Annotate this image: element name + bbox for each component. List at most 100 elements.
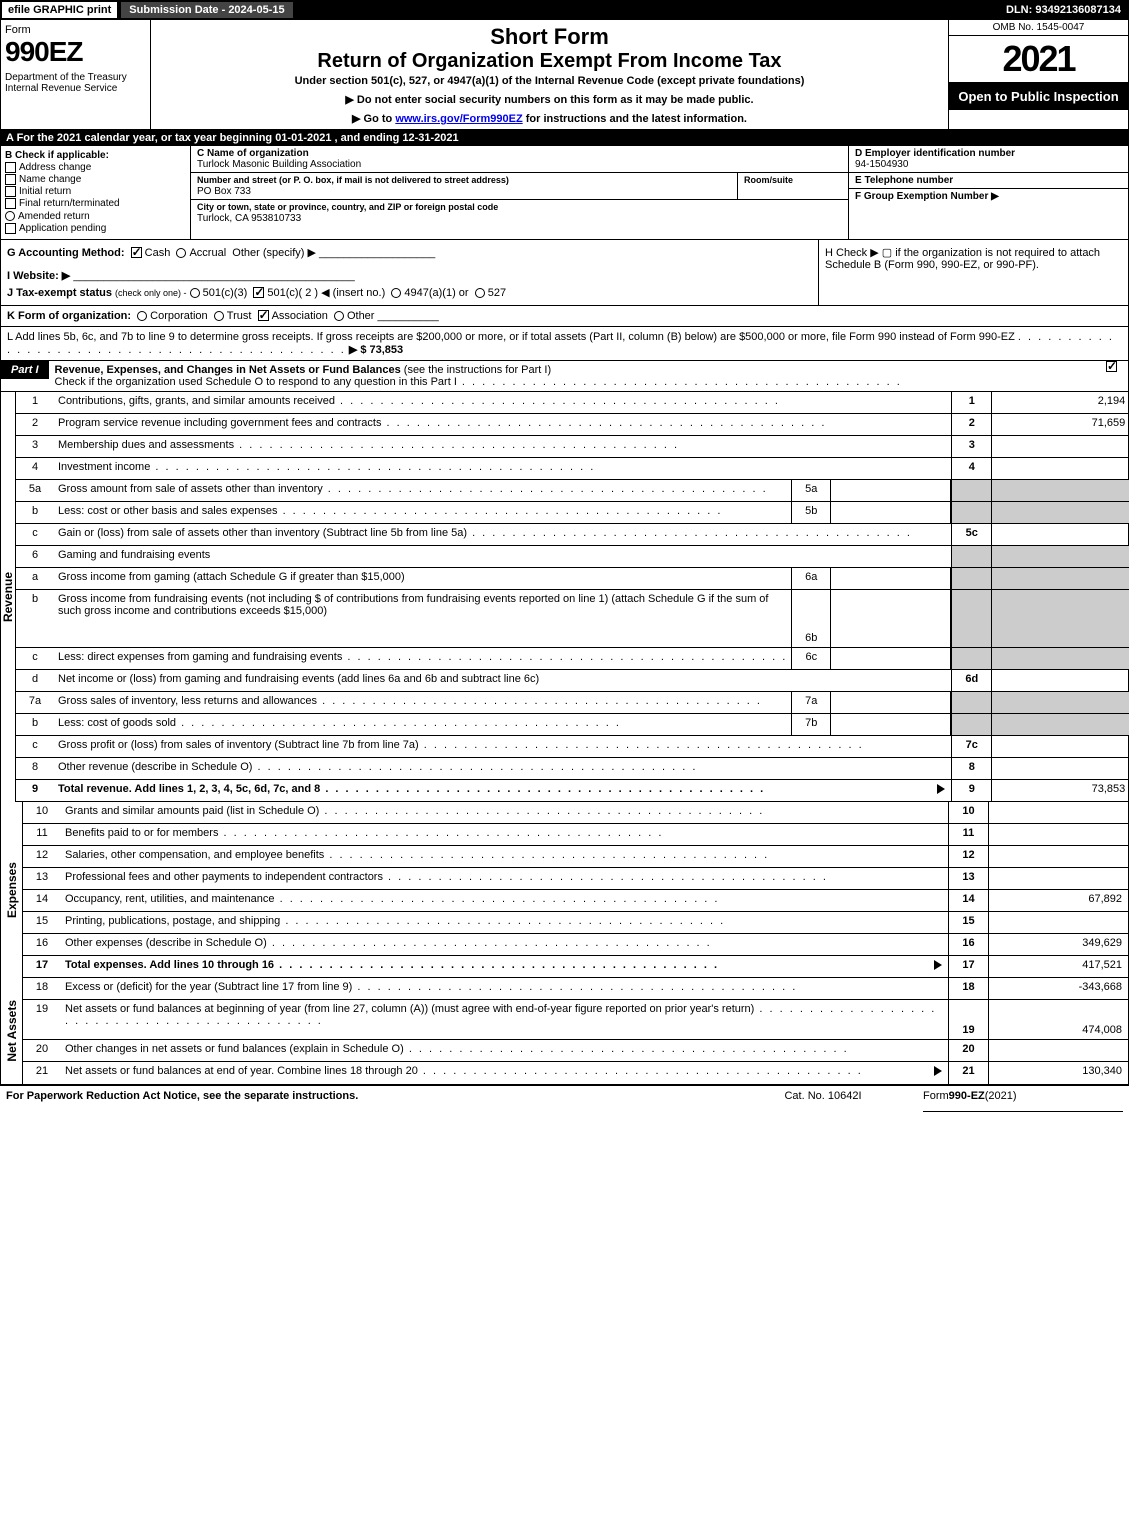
tax-year: 2021 (949, 36, 1128, 82)
expenses-side-label: Expenses (1, 802, 23, 978)
section-c: C Name of organization Turlock Masonic B… (191, 146, 848, 239)
e-phone: E Telephone number (849, 173, 1128, 189)
b-opt-final[interactable]: Final return/terminated (5, 198, 186, 209)
net-assets-side-label: Net Assets (1, 978, 23, 1084)
i-website: I Website: ▶ ___________________________… (7, 269, 812, 282)
line-6d: dNet income or (loss) from gaming and fu… (16, 670, 1129, 692)
g-accrual-radio[interactable] (176, 248, 186, 258)
line-12: 12Salaries, other compensation, and empl… (23, 846, 1128, 868)
arrow-icon (937, 784, 945, 794)
line-6: 6Gaming and fundraising events (16, 546, 1129, 568)
b-header: B Check if applicable: (5, 150, 186, 161)
b-opt-name[interactable]: Name change (5, 174, 186, 185)
h-schedule-b: H Check ▶ ▢ if the organization is not r… (818, 240, 1128, 305)
line-17: 17Total expenses. Add lines 10 through 1… (23, 956, 1128, 978)
efile-print-button[interactable]: efile GRAPHIC print (2, 2, 117, 18)
line-13: 13Professional fees and other payments t… (23, 868, 1128, 890)
net-assets-table: Net Assets 18Excess or (deficit) for the… (0, 978, 1129, 1085)
line-18: 18Excess or (deficit) for the year (Subt… (23, 978, 1128, 1000)
l-amount: ▶ $ 73,853 (349, 344, 403, 356)
line-19: 19Net assets or fund balances at beginni… (23, 1000, 1128, 1040)
line-20: 20Other changes in net assets or fund ba… (23, 1040, 1128, 1062)
line-16-value: 349,629 (988, 934, 1128, 955)
j-501c-check[interactable] (253, 287, 264, 298)
line-6c: cLess: direct expenses from gaming and f… (16, 648, 1129, 670)
revenue-side-label: Revenue (1, 392, 16, 802)
submission-date: Submission Date - 2024-05-15 (121, 2, 292, 18)
line-14-value: 67,892 (988, 890, 1128, 911)
notice-2: ▶ Go to www.irs.gov/Form990EZ for instru… (157, 112, 942, 125)
line-7b: bLess: cost of goods sold7b (16, 714, 1129, 736)
l-gross-receipts: L Add lines 5b, 6c, and 7b to line 9 to … (0, 327, 1129, 361)
line-9-value: 73,853 (991, 780, 1129, 801)
line-2-value: 71,659 (991, 414, 1129, 435)
revenue-table: Revenue 1Contributions, gifts, grants, a… (0, 392, 1129, 802)
b-opt-initial[interactable]: Initial return (5, 186, 186, 197)
omb-number: OMB No. 1545-0047 (949, 20, 1128, 36)
c-city-row: City or town, state or province, country… (191, 200, 848, 226)
g-cash-check[interactable] (131, 247, 142, 258)
form-header: Form 990EZ Department of the Treasury In… (0, 20, 1129, 130)
line-14: 14Occupancy, rent, utilities, and mainte… (23, 890, 1128, 912)
dept-label: Department of the Treasury Internal Reve… (5, 72, 146, 94)
part-1-tag: Part I (1, 361, 49, 379)
k-association-check[interactable] (258, 310, 269, 321)
footer-right: Form 990-EZ (2021) (923, 1090, 1123, 1112)
line-5b: bLess: cost or other basis and sales exp… (16, 502, 1129, 524)
page-footer: For Paperwork Reduction Act Notice, see … (0, 1085, 1129, 1116)
short-form-title: Short Form (157, 24, 942, 50)
open-inspection: Open to Public Inspection (949, 82, 1128, 110)
line-10: 10Grants and similar amounts paid (list … (23, 802, 1128, 824)
line-16: 16Other expenses (describe in Schedule O… (23, 934, 1128, 956)
part-1-scho-check[interactable] (1098, 361, 1128, 373)
line-6b: bGross income from fundraising events (n… (16, 590, 1129, 648)
city: Turlock, CA 953810733 (197, 213, 301, 224)
part-1-title: Revenue, Expenses, and Changes in Net As… (49, 361, 1098, 391)
line-5a: 5aGross amount from sale of assets other… (16, 480, 1129, 502)
b-opt-pending[interactable]: Application pending (5, 223, 186, 234)
part-1-header: Part I Revenue, Expenses, and Changes in… (0, 361, 1129, 392)
line-11: 11Benefits paid to or for members11 (23, 824, 1128, 846)
org-name: Turlock Masonic Building Association (197, 159, 361, 170)
form-label: Form (5, 24, 146, 36)
g-accounting: G Accounting Method: Cash Accrual Other … (7, 246, 812, 259)
irs-link[interactable]: www.irs.gov/Form990EZ (395, 113, 522, 125)
f-group: F Group Exemption Number ▶ (849, 189, 1128, 239)
b-opt-amended[interactable]: Amended return (5, 211, 186, 222)
subtitle: Under section 501(c), 527, or 4947(a)(1)… (157, 75, 942, 87)
line-1: 1Contributions, gifts, grants, and simil… (16, 392, 1129, 414)
expenses-table: Expenses 10Grants and similar amounts pa… (0, 802, 1129, 978)
line-21-value: 130,340 (988, 1062, 1128, 1084)
ein-value: 94-1504930 (855, 159, 908, 170)
footer-center: Cat. No. 10642I (723, 1090, 923, 1112)
line-1-value: 2,194 (991, 392, 1129, 413)
line-7c: cGross profit or (loss) from sales of in… (16, 736, 1129, 758)
street: PO Box 733 (197, 186, 251, 197)
header-center: Short Form Return of Organization Exempt… (151, 20, 948, 129)
line-17-value: 417,521 (988, 956, 1128, 977)
c-name-row: C Name of organization Turlock Masonic B… (191, 146, 848, 173)
footer-left: For Paperwork Reduction Act Notice, see … (6, 1090, 723, 1112)
line-19-value: 474,008 (988, 1000, 1128, 1039)
c-street-row: Number and street (or P. O. box, if mail… (191, 173, 848, 200)
line-9: 9Total revenue. Add lines 1, 2, 3, 4, 5c… (16, 780, 1129, 802)
b-opt-address[interactable]: Address change (5, 162, 186, 173)
d-ein: D Employer identification number 94-1504… (849, 146, 1128, 173)
line-5c: cGain or (loss) from sale of assets othe… (16, 524, 1129, 546)
section-b: B Check if applicable: Address change Na… (1, 146, 191, 239)
line-21: 21Net assets or fund balances at end of … (23, 1062, 1128, 1084)
line-18-value: -343,668 (988, 978, 1128, 999)
entity-block: B Check if applicable: Address change Na… (0, 146, 1129, 240)
row-a-tax-year: A For the 2021 calendar year, or tax yea… (0, 130, 1129, 146)
dln-label: DLN: 93492136087134 (1006, 4, 1127, 16)
line-7a: 7aGross sales of inventory, less returns… (16, 692, 1129, 714)
line-8: 8Other revenue (describe in Schedule O)8 (16, 758, 1129, 780)
header-right: OMB No. 1545-0047 2021 Open to Public In… (948, 20, 1128, 129)
main-title: Return of Organization Exempt From Incom… (157, 50, 942, 73)
ghi-block: G Accounting Method: Cash Accrual Other … (0, 240, 1129, 306)
ghi-left: G Accounting Method: Cash Accrual Other … (1, 240, 818, 305)
line-2: 2Program service revenue including gover… (16, 414, 1129, 436)
line-3: 3Membership dues and assessments3 (16, 436, 1129, 458)
k-form-org: K Form of organization: Corporation Trus… (0, 306, 1129, 327)
line-4: 4Investment income4 (16, 458, 1129, 480)
